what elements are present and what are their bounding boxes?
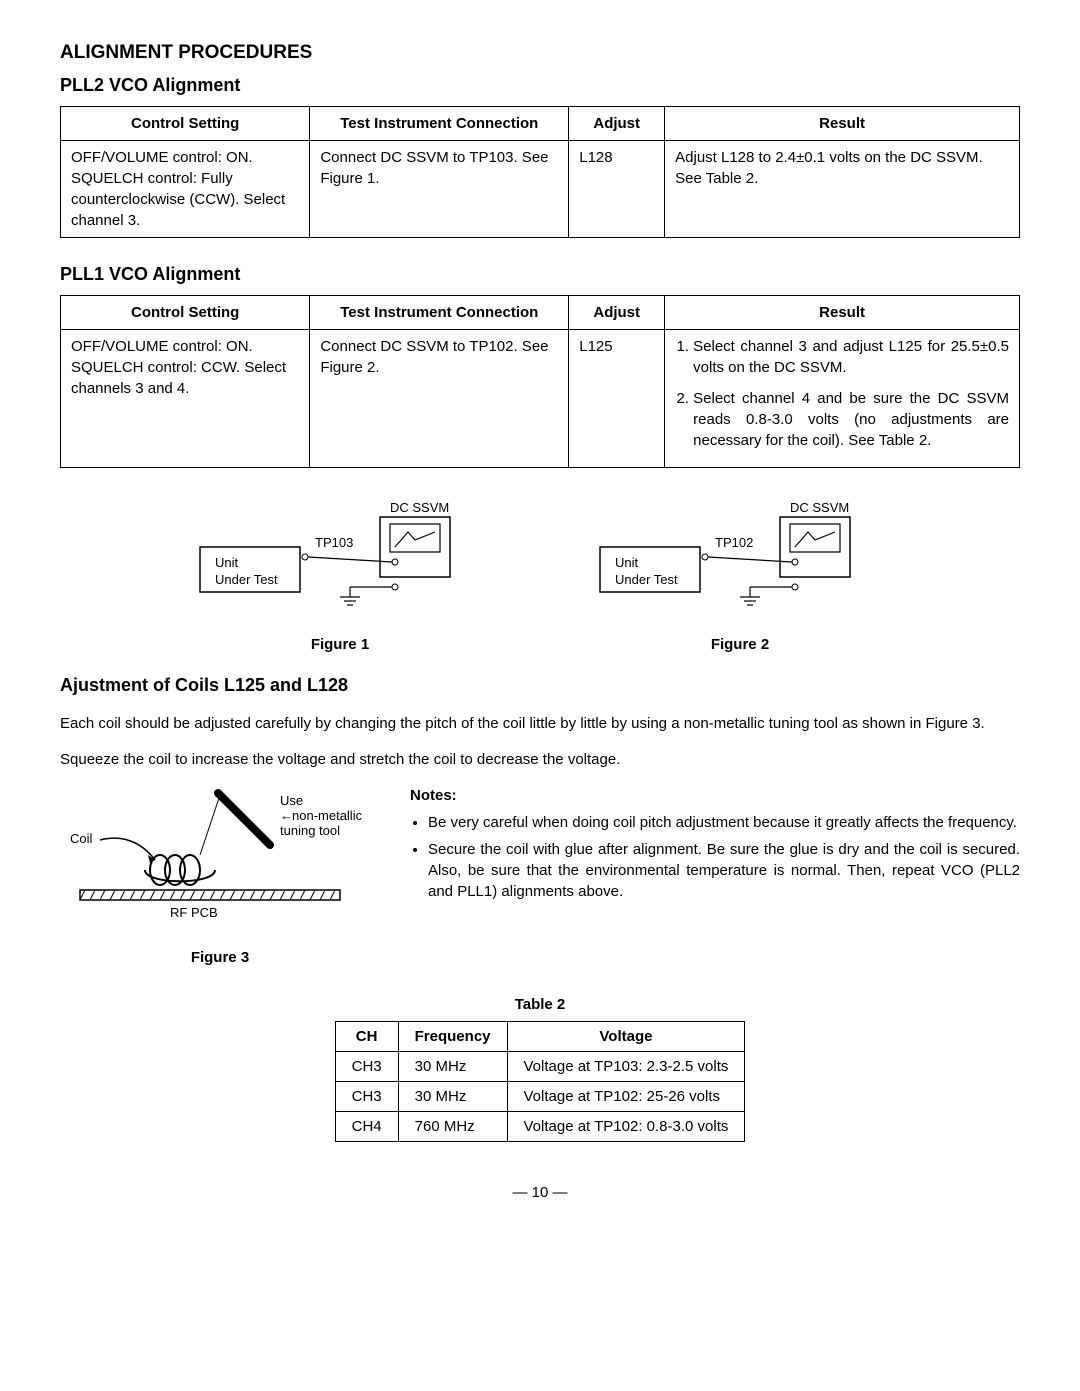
figure-1-caption: Figure 1: [190, 634, 490, 655]
t2-th-volt: Voltage: [507, 1022, 745, 1052]
table-row: CH4 760 MHz Voltage at TP102: 0.8-3.0 vo…: [335, 1112, 745, 1142]
table-row: OFF/VOLUME control: ON. SQUELCH control:…: [61, 140, 1020, 237]
t2-volt: Voltage at TP102: 25-26 volts: [507, 1082, 745, 1112]
fig1-unit: Unit: [215, 555, 239, 570]
th-result: Result: [665, 295, 1020, 329]
t2-th-ch: CH: [335, 1022, 398, 1052]
figure-2-svg: Unit Under Test TP102 DC SSVM: [590, 492, 890, 622]
fig3-coil: Coil: [70, 831, 93, 846]
cell-adjust: L128: [569, 140, 665, 237]
figure-3-caption: Figure 3: [60, 947, 380, 968]
th-connection: Test Instrument Connection: [310, 106, 569, 140]
t2-ch: CH3: [335, 1082, 398, 1112]
t2-volt: Voltage at TP103: 2.3-2.5 volts: [507, 1052, 745, 1082]
t2-ch: CH4: [335, 1112, 398, 1142]
result-item: Select channel 3 and adjust L125 for 25.…: [693, 336, 1009, 378]
cell-control: OFF/VOLUME control: ON. SQUELCH control:…: [61, 329, 310, 467]
th-result: Result: [665, 106, 1020, 140]
figure-1: Unit Under Test TP103 DC SSVM Figure 1: [190, 492, 490, 655]
t2-freq: 30 MHz: [398, 1082, 507, 1112]
t2-ch: CH3: [335, 1052, 398, 1082]
t2-freq: 760 MHz: [398, 1112, 507, 1142]
fig3-rfpcb: RF PCB: [170, 905, 218, 920]
cell-adjust: L125: [569, 329, 665, 467]
note-item: Be very careful when doing coil pitch ad…: [428, 812, 1020, 833]
t2-freq: 30 MHz: [398, 1052, 507, 1082]
pll1-table: Control Setting Test Instrument Connecti…: [60, 295, 1020, 468]
table-row: CH3 30 MHz Voltage at TP102: 25-26 volts: [335, 1082, 745, 1112]
note-item: Secure the coil with glue after alignmen…: [428, 839, 1020, 902]
page-title: ALIGNMENT PROCEDURES: [60, 40, 1020, 67]
figure-2: Unit Under Test TP102 DC SSVM Figure 2: [590, 492, 890, 655]
fig2-tp: TP102: [715, 535, 753, 550]
coils-heading: Ajustment of Coils L125 and L128: [60, 673, 1020, 698]
figure-3: Use ← non-metallic tuning tool Coil: [60, 785, 380, 968]
fig2-under: Under Test: [615, 572, 678, 587]
th-adjust: Adjust: [569, 295, 665, 329]
page-footer: — 10 —: [60, 1182, 1020, 1203]
t2-volt: Voltage at TP102: 0.8-3.0 volts: [507, 1112, 745, 1142]
table-row: OFF/VOLUME control: ON. SQUELCH control:…: [61, 329, 1020, 467]
notes-title: Notes:: [410, 785, 1020, 806]
pll2-table: Control Setting Test Instrument Connecti…: [60, 106, 1020, 238]
figure-1-svg: Unit Under Test TP103 DC SSVM: [190, 492, 490, 622]
fig3-use: Use: [280, 793, 303, 808]
figure-2-caption: Figure 2: [590, 634, 890, 655]
cell-connection: Connect DC SSVM to TP103. See Figure 1.: [310, 140, 569, 237]
th-control: Control Setting: [61, 106, 310, 140]
figures-row: Unit Under Test TP103 DC SSVM Figure 1: [60, 492, 1020, 655]
fig1-under: Under Test: [215, 572, 278, 587]
coils-para1: Each coil should be adjusted carefully b…: [60, 713, 1020, 734]
coils-para2: Squeeze the coil to increase the voltage…: [60, 749, 1020, 770]
pll1-heading: PLL1 VCO Alignment: [60, 262, 1020, 287]
fig1-tp: TP103: [315, 535, 353, 550]
result-item: Select channel 4 and be sure the DC SSVM…: [693, 388, 1009, 451]
fig2-unit: Unit: [615, 555, 639, 570]
table2-caption: Table 2: [60, 994, 1020, 1015]
cell-control: OFF/VOLUME control: ON. SQUELCH control:…: [61, 140, 310, 237]
th-connection: Test Instrument Connection: [310, 295, 569, 329]
fig3-nm: non-metallic: [292, 808, 363, 823]
fig3-tt: tuning tool: [280, 823, 340, 838]
th-control: Control Setting: [61, 295, 310, 329]
figure-3-svg: Use ← non-metallic tuning tool Coil: [60, 785, 380, 935]
fig2-dcssvm: DC SSVM: [790, 500, 849, 515]
cell-result: Adjust L128 to 2.4±0.1 volts on the DC S…: [665, 140, 1020, 237]
pll2-heading: PLL2 VCO Alignment: [60, 73, 1020, 98]
cell-connection: Connect DC SSVM to TP102. See Figure 2.: [310, 329, 569, 467]
table-2: CH Frequency Voltage CH3 30 MHz Voltage …: [335, 1021, 746, 1142]
fig1-dcssvm: DC SSVM: [390, 500, 449, 515]
t2-th-freq: Frequency: [398, 1022, 507, 1052]
th-adjust: Adjust: [569, 106, 665, 140]
cell-result: Select channel 3 and adjust L125 for 25.…: [665, 329, 1020, 467]
table-row: CH3 30 MHz Voltage at TP103: 2.3-2.5 vol…: [335, 1052, 745, 1082]
